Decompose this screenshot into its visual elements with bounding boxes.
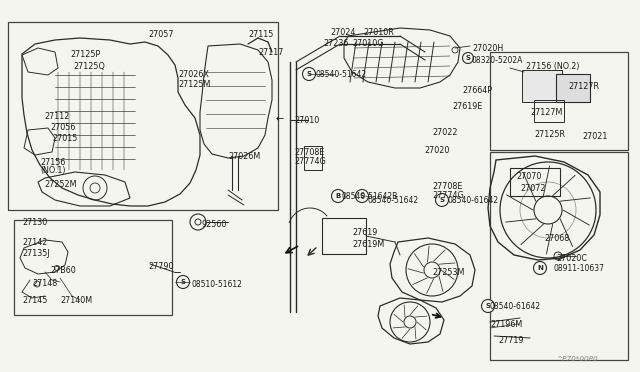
Text: 27719: 27719 xyxy=(498,336,524,345)
Text: S: S xyxy=(180,279,186,285)
Text: 08540-51642: 08540-51642 xyxy=(368,196,419,205)
Text: 27145: 27145 xyxy=(22,296,47,305)
Text: 27024: 27024 xyxy=(330,28,355,37)
Text: 27127M: 27127M xyxy=(530,108,563,117)
Text: 27619: 27619 xyxy=(352,228,378,237)
Text: 08911-10637: 08911-10637 xyxy=(554,264,605,273)
Circle shape xyxy=(177,276,189,289)
Text: S: S xyxy=(440,197,445,203)
Text: S: S xyxy=(360,193,365,199)
Bar xyxy=(14,220,172,315)
Bar xyxy=(556,74,590,102)
Text: 27156: 27156 xyxy=(40,158,65,167)
Bar xyxy=(490,52,628,150)
Bar xyxy=(534,100,564,122)
Text: 08540-61642: 08540-61642 xyxy=(448,196,499,205)
Text: ←: ← xyxy=(276,114,284,124)
Text: 27115: 27115 xyxy=(248,30,273,39)
Text: 27790: 27790 xyxy=(148,262,173,271)
Text: 27010G: 27010G xyxy=(352,39,383,48)
Text: 27708E: 27708E xyxy=(294,148,324,157)
Text: 27020: 27020 xyxy=(424,146,449,155)
Text: 27125P: 27125P xyxy=(70,50,100,59)
Text: 27072: 27072 xyxy=(520,184,545,193)
Text: (NO.1): (NO.1) xyxy=(40,166,65,175)
Text: 27236: 27236 xyxy=(323,39,348,48)
Text: 27056: 27056 xyxy=(50,123,76,132)
Text: 27021: 27021 xyxy=(582,132,607,141)
Text: 27140M: 27140M xyxy=(60,296,92,305)
Text: 27112: 27112 xyxy=(44,112,69,121)
Text: ^P70*00P0: ^P70*00P0 xyxy=(556,356,598,362)
Text: 27057: 27057 xyxy=(148,30,173,39)
Text: 08320-5202A: 08320-5202A xyxy=(472,56,524,65)
Text: 27127R: 27127R xyxy=(568,82,599,91)
Text: 27020H: 27020H xyxy=(472,44,503,53)
Circle shape xyxy=(534,262,547,275)
Circle shape xyxy=(303,67,316,80)
Text: 27253M: 27253M xyxy=(432,268,465,277)
Text: 27070: 27070 xyxy=(516,172,541,181)
Text: 27774G: 27774G xyxy=(294,157,326,166)
Circle shape xyxy=(463,52,474,64)
Text: 27117: 27117 xyxy=(258,48,284,57)
Bar xyxy=(490,152,628,360)
Text: 27774G: 27774G xyxy=(432,191,464,200)
Text: 27010: 27010 xyxy=(294,116,319,125)
Text: 27619M: 27619M xyxy=(352,240,384,249)
Bar xyxy=(8,22,278,210)
Text: 27156 (NO.2): 27156 (NO.2) xyxy=(526,62,579,71)
Text: 27125R: 27125R xyxy=(534,130,565,139)
Text: 27026M: 27026M xyxy=(228,152,260,161)
Text: 27619E: 27619E xyxy=(452,102,483,111)
Bar xyxy=(304,146,322,170)
Text: 27015: 27015 xyxy=(52,134,77,143)
Text: 27135J: 27135J xyxy=(22,249,50,258)
Text: 27130: 27130 xyxy=(22,218,47,227)
Text: 27022: 27022 xyxy=(432,128,458,137)
Bar xyxy=(322,218,366,254)
Text: 27196M: 27196M xyxy=(490,320,522,329)
Bar xyxy=(522,70,562,102)
Text: 27142: 27142 xyxy=(22,238,47,247)
Text: S: S xyxy=(486,303,490,309)
Text: N: N xyxy=(537,265,543,271)
Text: 08540-51642B: 08540-51642B xyxy=(342,192,398,201)
Text: 27B60: 27B60 xyxy=(50,266,76,275)
Text: 27026X: 27026X xyxy=(178,70,209,79)
Circle shape xyxy=(355,189,369,202)
Text: 08540-61642: 08540-61642 xyxy=(490,302,541,311)
Text: 27664P: 27664P xyxy=(462,86,492,95)
Circle shape xyxy=(435,193,449,206)
Text: 27708E: 27708E xyxy=(432,182,462,191)
Text: 27148: 27148 xyxy=(32,279,57,288)
Text: 27252M: 27252M xyxy=(44,180,77,189)
Text: B: B xyxy=(335,193,340,199)
Text: 08540-51642: 08540-51642 xyxy=(316,70,367,79)
Text: 27010R: 27010R xyxy=(363,28,394,37)
Text: 08510-51612: 08510-51612 xyxy=(192,280,243,289)
Text: 27068: 27068 xyxy=(544,234,569,243)
Text: 27020C: 27020C xyxy=(556,254,587,263)
Text: 27125M: 27125M xyxy=(178,80,211,89)
Circle shape xyxy=(481,299,495,312)
Text: S: S xyxy=(307,71,312,77)
Text: 27125Q: 27125Q xyxy=(73,62,105,71)
Circle shape xyxy=(332,189,344,202)
Bar xyxy=(510,168,560,196)
Text: 92560: 92560 xyxy=(202,220,227,229)
Text: S: S xyxy=(465,55,470,61)
